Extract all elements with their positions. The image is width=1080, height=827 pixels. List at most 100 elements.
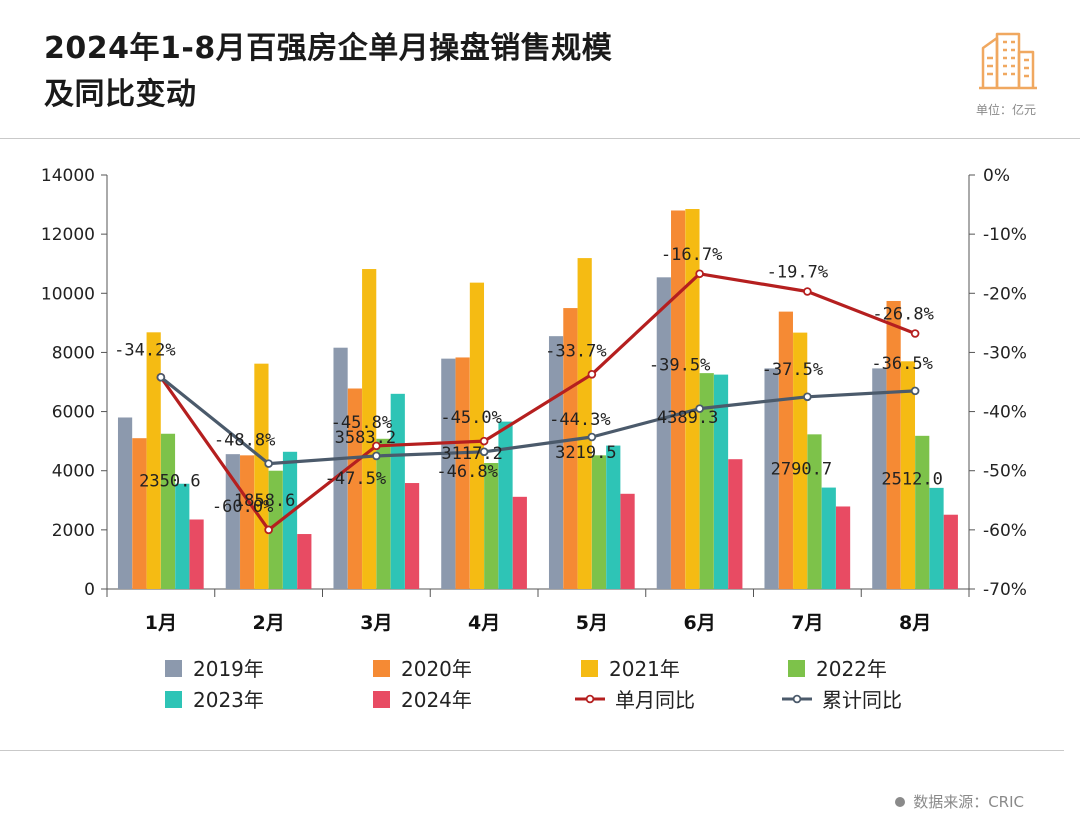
unit-label: 单位：亿元 — [975, 103, 1036, 117]
legend-swatch-y2023 — [165, 691, 182, 708]
x-tick-label: 7月 — [791, 612, 823, 634]
bar-y2020 — [132, 438, 147, 589]
bar-y2021 — [685, 209, 700, 589]
y-tick-label-left: 6000 — [52, 403, 95, 423]
marker-cumulative — [264, 459, 273, 468]
bar-y2021 — [362, 269, 377, 589]
bullet-icon — [895, 797, 906, 807]
bar-data-label: 3117.2 — [441, 444, 502, 464]
legend-swatch-y2019 — [165, 660, 182, 677]
marker-cumulative — [372, 451, 381, 461]
marker-monthly — [587, 370, 597, 379]
monthly-data-label: -16.7% — [661, 245, 722, 265]
bar-y2019 — [872, 368, 887, 589]
x-tick-label: 2月 — [253, 612, 285, 634]
divider-bottom — [0, 750, 1064, 751]
y-tick-label-left: 10000 — [41, 284, 95, 304]
bar-y2019 — [764, 368, 779, 589]
cumulative-data-label: -36.5% — [871, 354, 932, 374]
source-note: 数据来源：CRIC — [895, 791, 1024, 812]
bar-y2021 — [900, 361, 916, 589]
legend-label: 2020年 — [401, 657, 472, 681]
y-tick-label-right: -60% — [983, 521, 1027, 541]
bar-y2024 — [835, 506, 851, 589]
cumulative-data-label: -37.5% — [762, 360, 823, 380]
bar-data-label: 1858.6 — [234, 491, 295, 511]
line-monthly — [159, 272, 916, 532]
legend-label: 2023年 — [193, 688, 264, 712]
bar-y2024 — [404, 483, 420, 589]
legend-marker-monthly — [585, 694, 595, 704]
bar-y2022 — [484, 463, 499, 589]
bar-y2024 — [512, 496, 527, 589]
bar-y2024 — [620, 493, 635, 589]
marker-monthly — [695, 269, 704, 279]
cumulative-data-label: -44.3% — [549, 410, 610, 430]
y-tick-label-right: 0% — [983, 166, 1010, 186]
bar-y2023 — [929, 487, 944, 589]
bar-y2021 — [577, 258, 592, 589]
bar-y2021 — [254, 363, 269, 589]
title-line-2: 及同比变动 — [44, 77, 197, 112]
legend-swatch-y2021 — [581, 660, 598, 677]
building-icon — [979, 32, 1037, 90]
marker-cumulative — [695, 404, 704, 413]
bar-y2023 — [282, 451, 298, 589]
marker-monthly — [372, 441, 381, 451]
source-text: 数据来源：CRIC — [913, 793, 1024, 811]
bar-y2023 — [175, 483, 190, 589]
x-tick-label: 8月 — [899, 612, 931, 634]
title-line-1: 2024年1-8月百强房企单月操盘销售规模 — [44, 31, 613, 66]
bar-y2023 — [821, 487, 836, 589]
monthly-data-label: -19.7% — [767, 263, 828, 283]
legend-label: 2021年 — [609, 657, 680, 681]
x-tick-label: 5月 — [576, 612, 608, 634]
legend-label: 2024年 — [401, 688, 472, 712]
marker-monthly — [803, 287, 812, 296]
y-tick-label-right: -20% — [983, 284, 1027, 304]
marker-monthly — [910, 329, 920, 338]
marker-cumulative — [803, 392, 812, 402]
divider-top — [0, 138, 1080, 139]
line-cumulative — [159, 376, 916, 466]
bar-y2020 — [347, 388, 362, 589]
y-tick-label-right: -40% — [983, 403, 1027, 423]
monthly-data-label: -33.7% — [545, 341, 606, 361]
bar-y2020 — [886, 300, 901, 589]
y-tick-label-right: -70% — [983, 580, 1027, 600]
monthly-data-label: -45.0% — [440, 408, 501, 428]
monthly-data-label: -45.8% — [331, 413, 392, 433]
bar-y2023 — [713, 374, 729, 589]
cumulative-data-label: -47.5% — [325, 469, 386, 489]
bar-y2023 — [606, 445, 621, 589]
bar-y2024 — [189, 519, 204, 589]
bar-data-label: 2790.7 — [771, 459, 832, 479]
bar-data-label: 3219.5 — [555, 443, 616, 463]
bar-y2022 — [807, 434, 822, 589]
y-tick-label-left: 2000 — [52, 521, 95, 541]
bar-y2020 — [455, 357, 470, 589]
bar-y2022 — [268, 470, 283, 589]
x-tick-label: 3月 — [360, 612, 392, 634]
y-tick-label-right: -10% — [983, 225, 1027, 245]
cumulative-data-label: -39.5% — [649, 356, 710, 376]
bar-y2020 — [778, 311, 793, 589]
legend-label: 单月同比 — [615, 688, 695, 712]
y-tick-label-left: 8000 — [52, 343, 95, 363]
bar-data-label: 2512.0 — [881, 470, 942, 490]
legend-marker-cumulative — [792, 694, 802, 704]
y-tick-label-left: 4000 — [52, 462, 95, 482]
marker-cumulative — [479, 447, 489, 457]
monthly-data-label: -60.0% — [212, 497, 273, 517]
y-tick-label-left: 0 — [84, 580, 95, 600]
bar-y2019 — [333, 347, 348, 589]
cumulative-data-label: -46.8% — [436, 462, 497, 482]
bar-data-label: 2350.6 — [139, 471, 200, 491]
bar-y2019 — [117, 417, 133, 589]
bar-y2020 — [240, 455, 255, 589]
marker-monthly — [264, 525, 273, 535]
bar-y2022 — [699, 373, 714, 589]
monthly-data-label: -26.8% — [872, 305, 933, 325]
bar-y2022 — [591, 455, 607, 589]
